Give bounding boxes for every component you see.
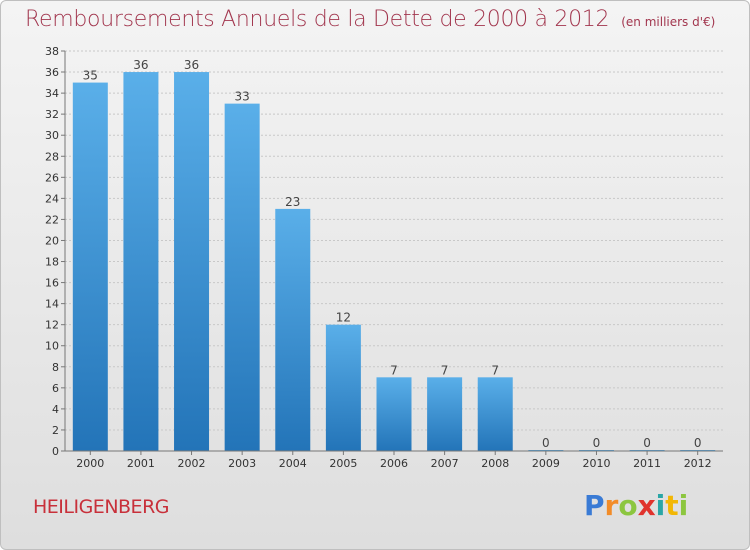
- y-tick-label: 26: [45, 171, 59, 184]
- logo-letter: i: [678, 489, 689, 522]
- x-tick-label: 2006: [380, 457, 408, 470]
- bar-value-label: 0: [694, 436, 702, 450]
- y-tick-label: 6: [52, 382, 59, 395]
- bar-value-label: 7: [491, 363, 499, 377]
- bar-value-label: 23: [285, 195, 300, 209]
- logo-letter: P: [584, 489, 605, 522]
- bar: [376, 377, 412, 451]
- logo-letter: o: [618, 489, 638, 522]
- x-tick-label: 2009: [532, 457, 560, 470]
- bar-value-label: 0: [643, 436, 651, 450]
- commune-name: HEILIGENBERG: [33, 496, 170, 518]
- bar-value-label: 0: [593, 436, 601, 450]
- bars: [72, 72, 716, 451]
- bar: [123, 72, 159, 451]
- y-tick-label: 10: [45, 340, 59, 353]
- bar-value-label: 36: [133, 58, 148, 72]
- y-tick-label: 24: [45, 192, 59, 205]
- bar: [174, 72, 210, 451]
- x-tick-label: 2003: [228, 457, 256, 470]
- y-tick-label: 14: [45, 298, 59, 311]
- bar-value-label: 0: [542, 436, 550, 450]
- x-axis: 2000 2001 2002 2003 2004 2005 2006 2007 2008 2009…: [65, 450, 723, 470]
- y-tick-label: 28: [45, 150, 59, 163]
- data-labels: 35 36 36 33 23 12 7 7 7 0 0 0 0: [83, 58, 702, 450]
- y-tick-label: 34: [45, 87, 59, 100]
- chart-subtitle: (en milliers d'€): [621, 15, 716, 29]
- bar: [325, 324, 361, 451]
- y-tick-label: 4: [52, 403, 59, 416]
- bar: [427, 377, 463, 451]
- y-tick-label: 22: [45, 213, 59, 226]
- bar-value-label: 33: [235, 90, 250, 104]
- y-tick-label: 32: [45, 108, 59, 121]
- bar-value-label: 7: [390, 363, 398, 377]
- logo-letter: i: [655, 489, 666, 522]
- x-tick-label: 2010: [582, 457, 610, 470]
- bar-value-label: 35: [83, 69, 98, 83]
- title-row: Remboursements Annuels de la Dette de 20…: [25, 7, 715, 32]
- proxiti-logo: Proxiti: [584, 489, 688, 522]
- y-tick-label: 16: [45, 277, 59, 290]
- y-tick-label: 20: [45, 234, 59, 247]
- x-tick-label: 2007: [431, 457, 459, 470]
- y-tick-label: 12: [45, 319, 59, 332]
- x-tick-label: 2008: [481, 457, 509, 470]
- y-tick-label: 2: [52, 424, 59, 437]
- bar-value-label: 36: [184, 58, 199, 72]
- x-tick-label: 2000: [76, 457, 104, 470]
- logo-letter: r: [604, 489, 619, 522]
- bar: [477, 377, 513, 451]
- y-tick-label: 30: [45, 129, 59, 142]
- x-tick-label: 2001: [127, 457, 155, 470]
- bar: [224, 103, 260, 451]
- chart-title: Remboursements Annuels de la Dette de 20…: [25, 7, 610, 32]
- logo-letter: x: [637, 489, 656, 522]
- y-tick-label: 18: [45, 256, 59, 269]
- x-tick-label: 2002: [178, 457, 206, 470]
- x-tick-label: 2012: [684, 457, 712, 470]
- bar-value-label: 12: [336, 311, 351, 325]
- bar: [275, 208, 311, 451]
- y-tick-label: 36: [45, 66, 59, 79]
- bar-value-label: 7: [441, 363, 449, 377]
- y-tick-label: 0: [52, 445, 59, 458]
- x-tick-label: 2011: [633, 457, 661, 470]
- x-tick-label: 2005: [329, 457, 357, 470]
- bar: [72, 82, 108, 451]
- logo-letter: t: [665, 489, 679, 522]
- y-tick-label: 38: [45, 45, 59, 58]
- y-tick-label: 8: [52, 361, 59, 374]
- x-tick-label: 2004: [279, 457, 307, 470]
